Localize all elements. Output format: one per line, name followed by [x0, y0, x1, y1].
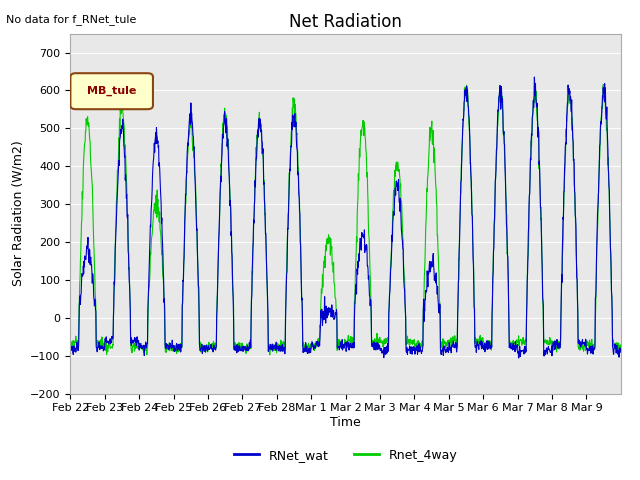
Rnet_4way	[556, 341, 564, 347]
Rnet_4way	[67, 341, 74, 347]
Line: RNet_wat: RNet_wat	[70, 77, 621, 358]
Rnet_4way	[321, 264, 329, 270]
RNet_wat	[331, 314, 339, 320]
Title: Net Radiation: Net Radiation	[289, 12, 402, 31]
FancyBboxPatch shape	[70, 73, 153, 109]
Text: MB_tule: MB_tule	[87, 86, 136, 96]
RNet_wat	[531, 74, 538, 80]
Line: Rnet_4way: Rnet_4way	[70, 84, 621, 355]
RNet_wat	[321, 294, 328, 300]
RNet_wat	[557, 335, 564, 341]
Legend: RNet_wat, Rnet_4way: RNet_wat, Rnet_4way	[228, 444, 463, 467]
Rnet_4way	[611, 343, 618, 349]
RNet_wat	[611, 345, 618, 350]
Text: No data for f_RNet_tule: No data for f_RNet_tule	[6, 14, 137, 25]
RNet_wat	[476, 341, 483, 347]
RNet_wat	[515, 355, 522, 361]
Rnet_4way	[476, 334, 483, 340]
RNet_wat	[617, 347, 625, 353]
Y-axis label: Solar Radiation (W/m2): Solar Radiation (W/m2)	[12, 141, 24, 287]
Rnet_4way	[600, 82, 607, 87]
Rnet_4way	[617, 342, 625, 348]
RNet_wat	[67, 346, 74, 352]
Rnet_4way	[332, 295, 339, 301]
Rnet_4way	[266, 352, 274, 358]
X-axis label: Time: Time	[330, 416, 361, 429]
Rnet_4way	[152, 192, 160, 198]
RNet_wat	[152, 125, 160, 131]
